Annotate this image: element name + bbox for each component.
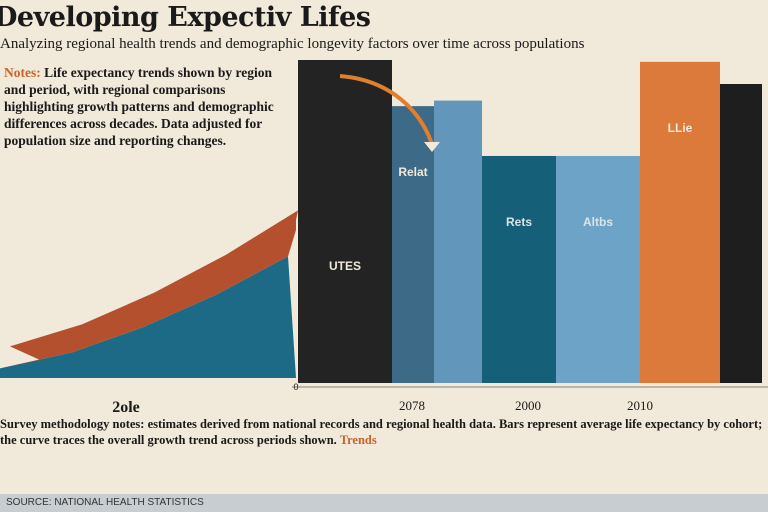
- bar-label-5: LLie: [668, 121, 693, 135]
- bar-label-3: Rets: [506, 215, 532, 229]
- trend-area: [0, 256, 296, 378]
- trend-arrowhead: [424, 142, 440, 152]
- bar-2: [434, 100, 482, 383]
- trend-label: 2ole: [112, 399, 140, 416]
- bar-label-4: Altbs: [583, 215, 613, 229]
- bar-label-1: Relat: [398, 165, 427, 179]
- bar-3: [482, 155, 556, 383]
- trend-accent: [0, 210, 298, 369]
- intro-text: Life expectancy trends shown by region a…: [4, 65, 274, 148]
- bar-4: [556, 155, 640, 383]
- bar-label-0: UTES: [329, 259, 361, 273]
- page-title: Developing Expectiv Lifes: [0, 2, 371, 33]
- x-tick-label: 2078: [399, 398, 425, 413]
- footnote: Survey methodology notes: estimates deri…: [0, 416, 768, 492]
- bar-0: [298, 60, 392, 383]
- y-zero-label: 0: [293, 382, 298, 392]
- bar-6: [720, 83, 762, 383]
- footnote-highlight: Trends: [339, 433, 377, 447]
- x-tick-label: 2000: [515, 398, 541, 413]
- intro-block: Notes: Life expectancy trends shown by r…: [4, 64, 282, 149]
- notes-label: Notes:: [4, 65, 41, 80]
- bar-5: [640, 61, 720, 384]
- bar-1: [392, 106, 434, 383]
- trend-arrow: [339, 74, 434, 145]
- footer-bar: SOURCE: NATIONAL HEALTH STATISTICS: [0, 494, 768, 512]
- page-subtitle: Analyzing regional health trends and dem…: [0, 36, 585, 52]
- chart: UTES Relat Rets Altbs LLie 2078 2000 2010 0 2ole: [0, 60, 768, 416]
- x-tick-label: 2010: [627, 398, 653, 413]
- footnote-text: Survey methodology notes: estimates deri…: [0, 417, 763, 447]
